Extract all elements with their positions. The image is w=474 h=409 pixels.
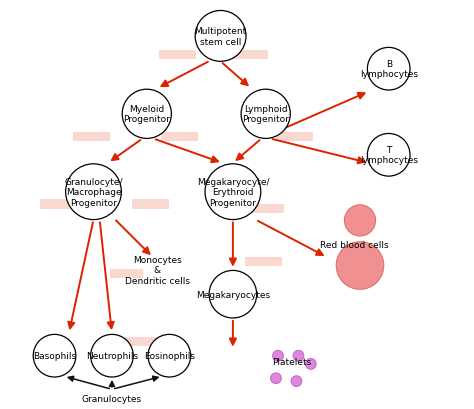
Circle shape	[33, 335, 76, 377]
Text: Red blood cells: Red blood cells	[319, 241, 388, 250]
Circle shape	[148, 335, 191, 377]
Text: Megakaryocyte/
Erythroid
Progenitor: Megakaryocyte/ Erythroid Progenitor	[197, 178, 269, 207]
Circle shape	[345, 205, 375, 236]
Text: Granulocyte/
Macrophage
Progenitor: Granulocyte/ Macrophage Progenitor	[64, 178, 123, 207]
Circle shape	[65, 164, 121, 220]
Circle shape	[195, 11, 246, 62]
Circle shape	[271, 373, 281, 384]
FancyBboxPatch shape	[132, 200, 169, 209]
Text: B
lymphocytes: B lymphocytes	[360, 60, 418, 79]
FancyBboxPatch shape	[124, 337, 157, 346]
Text: Lymphoid
Progenitor: Lymphoid Progenitor	[242, 105, 289, 124]
Circle shape	[241, 90, 290, 139]
FancyBboxPatch shape	[247, 204, 284, 213]
Circle shape	[367, 134, 410, 177]
Circle shape	[305, 359, 316, 369]
Circle shape	[367, 48, 410, 91]
Text: Neutrophils: Neutrophils	[86, 351, 138, 360]
Circle shape	[122, 90, 172, 139]
Text: Myeloid
Progenitor: Myeloid Progenitor	[123, 105, 170, 124]
Circle shape	[209, 271, 257, 318]
Circle shape	[273, 351, 283, 361]
FancyBboxPatch shape	[159, 51, 196, 60]
FancyBboxPatch shape	[231, 51, 268, 60]
Text: Platelets: Platelets	[272, 357, 311, 366]
Circle shape	[336, 242, 384, 290]
Circle shape	[291, 376, 302, 387]
Text: Megakaryocytes: Megakaryocytes	[196, 290, 270, 299]
Text: Eosinophils: Eosinophils	[144, 351, 195, 360]
FancyBboxPatch shape	[245, 257, 282, 266]
FancyBboxPatch shape	[110, 270, 143, 279]
FancyBboxPatch shape	[40, 200, 73, 209]
Text: Monocytes
&
Dendritic cells: Monocytes & Dendritic cells	[125, 255, 190, 285]
Circle shape	[205, 164, 261, 220]
Text: Granulocytes: Granulocytes	[82, 394, 142, 403]
Text: Basophils: Basophils	[33, 351, 76, 360]
Text: T
lymphocytes: T lymphocytes	[360, 146, 418, 165]
Circle shape	[91, 335, 133, 377]
Circle shape	[293, 351, 304, 361]
Text: Multipotent
stem cell: Multipotent stem cell	[194, 27, 247, 47]
FancyBboxPatch shape	[161, 133, 198, 142]
FancyBboxPatch shape	[276, 133, 313, 142]
FancyBboxPatch shape	[73, 133, 110, 142]
